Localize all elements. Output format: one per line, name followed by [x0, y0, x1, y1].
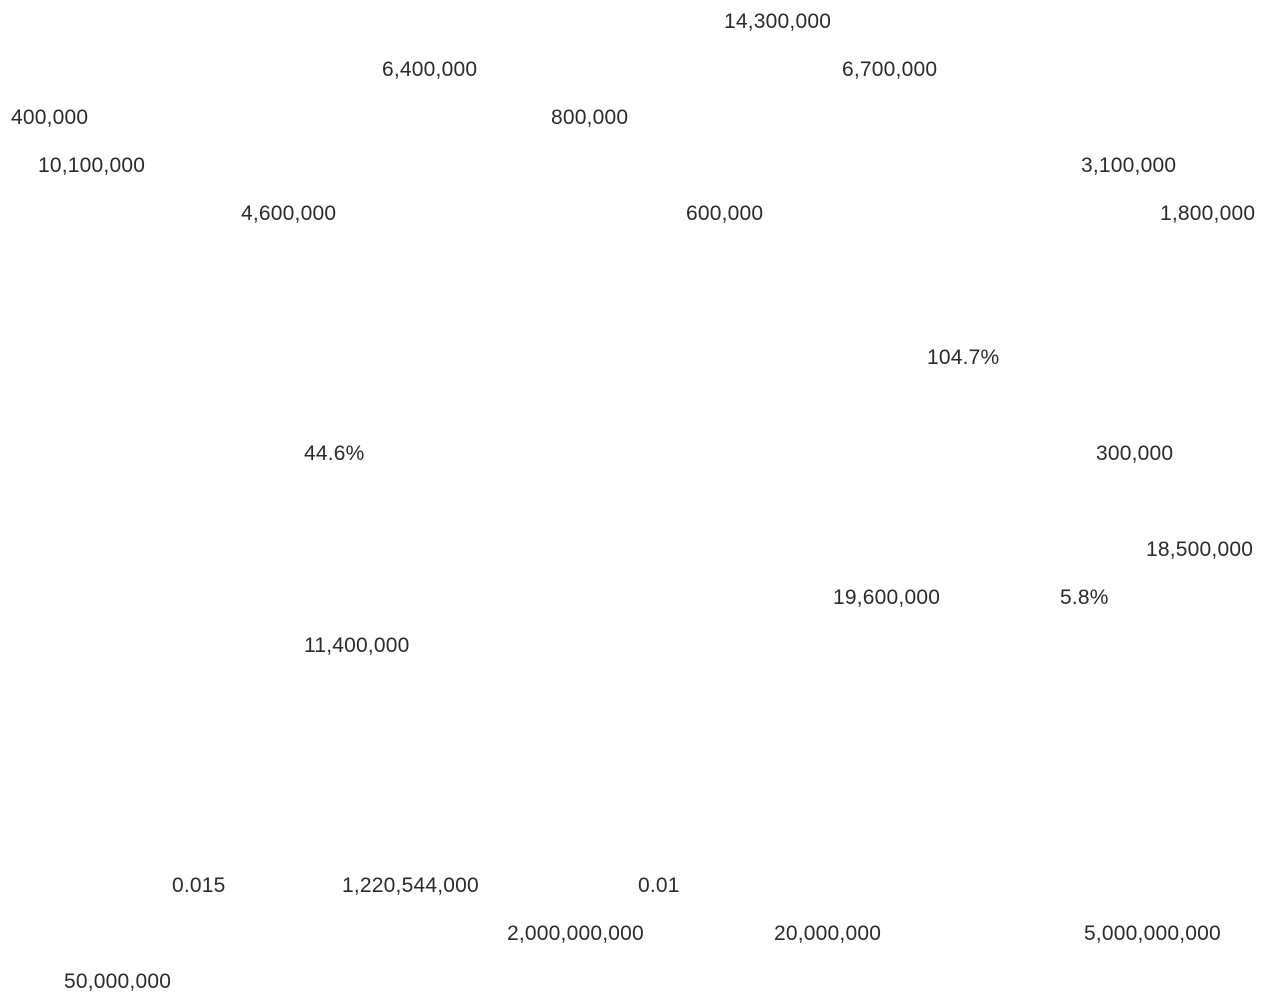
value-label: 20,000,000	[774, 922, 882, 945]
value-label: 600,000	[686, 202, 764, 225]
percent-label: 44.6%	[304, 442, 365, 465]
value-label: 400,000	[11, 106, 89, 129]
value-label: 0.015	[172, 874, 226, 897]
value-label: 3,100,000	[1081, 154, 1177, 177]
value-label: 800,000	[551, 106, 629, 129]
percent-label: 5.8%	[1060, 586, 1109, 609]
value-label: 11,400,000	[304, 634, 410, 657]
value-label: 14,300,000	[724, 10, 832, 33]
value-label: 1,220,544,000	[342, 874, 479, 897]
value-label: 300,000	[1096, 442, 1174, 465]
value-label: 19,600,000	[833, 586, 941, 609]
value-label: 6,700,000	[842, 58, 938, 81]
value-label: 1,800,000	[1160, 202, 1256, 225]
value-label: 0.01	[638, 874, 680, 897]
percent-label: 104.7%	[927, 346, 1000, 369]
value-label: 10,100,000	[38, 154, 146, 177]
value-label: 50,000,000	[64, 970, 172, 993]
value-label: 6,400,000	[382, 58, 478, 81]
value-label: 5,000,000,000	[1084, 922, 1221, 945]
value-label: 4,600,000	[241, 202, 337, 225]
value-label: 18,500,000	[1146, 538, 1254, 561]
value-label: 2,000,000,000	[507, 922, 644, 945]
